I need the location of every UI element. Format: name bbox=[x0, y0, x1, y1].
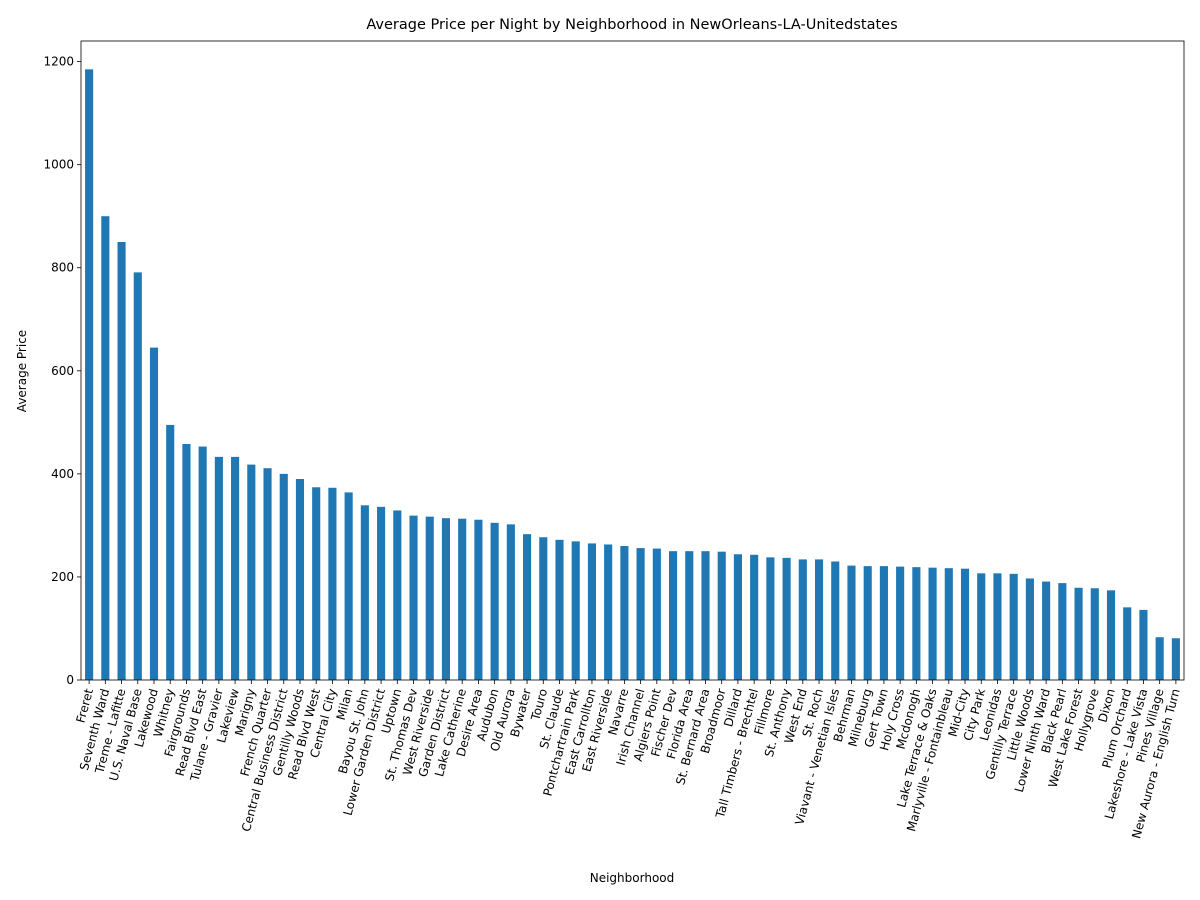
bar-65 bbox=[1139, 609, 1148, 680]
bar-14 bbox=[312, 487, 321, 680]
bar-47 bbox=[847, 565, 856, 680]
bar-5 bbox=[166, 424, 175, 680]
bar-51 bbox=[912, 567, 921, 680]
bar-7 bbox=[198, 446, 207, 680]
y-tick-label-0: 0 bbox=[66, 673, 74, 687]
bar-21 bbox=[425, 516, 434, 680]
bar-64 bbox=[1123, 607, 1132, 680]
bar-27 bbox=[523, 534, 532, 680]
bar-38 bbox=[701, 551, 710, 680]
bar-11 bbox=[263, 468, 272, 680]
bar-37 bbox=[685, 551, 694, 680]
bar-20 bbox=[409, 515, 418, 680]
bar-28 bbox=[539, 537, 548, 680]
x-axis-label: Neighborhood bbox=[590, 871, 675, 885]
bar-36 bbox=[669, 551, 678, 680]
bar-42 bbox=[766, 557, 775, 680]
bar-62 bbox=[1090, 588, 1099, 680]
bar-46 bbox=[831, 561, 840, 680]
bar-24 bbox=[474, 519, 483, 680]
bar-44 bbox=[798, 559, 807, 680]
plot-area bbox=[80, 40, 1185, 681]
bar-39 bbox=[717, 551, 726, 680]
bar-29 bbox=[555, 539, 564, 680]
bar-50 bbox=[896, 566, 905, 680]
bar-43 bbox=[782, 557, 791, 680]
bar-52 bbox=[928, 567, 937, 680]
bar-54 bbox=[960, 568, 970, 680]
bar-57 bbox=[1009, 573, 1018, 680]
bar-17 bbox=[360, 505, 369, 680]
bar-13 bbox=[295, 479, 305, 680]
bar-0 bbox=[85, 69, 94, 681]
bar-30 bbox=[571, 541, 580, 680]
bar-23 bbox=[458, 518, 467, 680]
y-tick-label-4: 800 bbox=[51, 261, 74, 275]
bar-2 bbox=[117, 241, 126, 681]
bar-59 bbox=[1042, 581, 1051, 680]
bar-63 bbox=[1106, 590, 1116, 680]
y-axis: 0 200 400 600 800 1000 1200 bbox=[43, 55, 81, 687]
bar-34 bbox=[636, 548, 645, 680]
bar-67 bbox=[1171, 638, 1180, 680]
bar-25 bbox=[490, 522, 499, 680]
y-tick-label-6: 1200 bbox=[43, 55, 74, 69]
bar-31 bbox=[587, 543, 596, 680]
y-tick-label-3: 600 bbox=[51, 364, 74, 378]
chart-title: Average Price per Night by Neighborhood … bbox=[366, 17, 897, 33]
bar-8 bbox=[214, 456, 223, 680]
bar-55 bbox=[977, 573, 986, 680]
y-tick-label-2: 400 bbox=[51, 467, 74, 481]
bar-15 bbox=[328, 487, 337, 680]
y-tick-label-1: 200 bbox=[51, 570, 74, 584]
bar-32 bbox=[604, 544, 613, 680]
bar-53 bbox=[944, 568, 953, 680]
bar-6 bbox=[182, 443, 191, 680]
bar-9 bbox=[231, 456, 240, 680]
bar-58 bbox=[1025, 578, 1034, 680]
bar-56 bbox=[993, 573, 1002, 680]
bar-48 bbox=[863, 566, 872, 680]
y-tick-label-5: 1000 bbox=[43, 158, 74, 172]
bar-10 bbox=[247, 464, 256, 680]
bar-1 bbox=[101, 216, 110, 680]
bar-35 bbox=[652, 548, 661, 680]
bar-12 bbox=[279, 473, 288, 680]
bar-49 bbox=[879, 566, 888, 680]
bar-4 bbox=[149, 347, 159, 680]
bar-40 bbox=[733, 554, 742, 680]
plot-frame bbox=[80, 40, 1185, 681]
bar-45 bbox=[814, 559, 824, 680]
bar-61 bbox=[1074, 587, 1083, 680]
bar-19 bbox=[393, 510, 402, 680]
bar-26 bbox=[506, 524, 515, 680]
y-axis-label: Average Price bbox=[15, 330, 29, 412]
bar-66 bbox=[1155, 637, 1164, 680]
bar-16 bbox=[344, 492, 353, 680]
bar-18 bbox=[377, 506, 386, 680]
bar-41 bbox=[750, 554, 759, 680]
bar-3 bbox=[133, 272, 142, 680]
bar-33 bbox=[620, 546, 629, 680]
bar-60 bbox=[1058, 583, 1067, 680]
bar-22 bbox=[441, 518, 451, 680]
